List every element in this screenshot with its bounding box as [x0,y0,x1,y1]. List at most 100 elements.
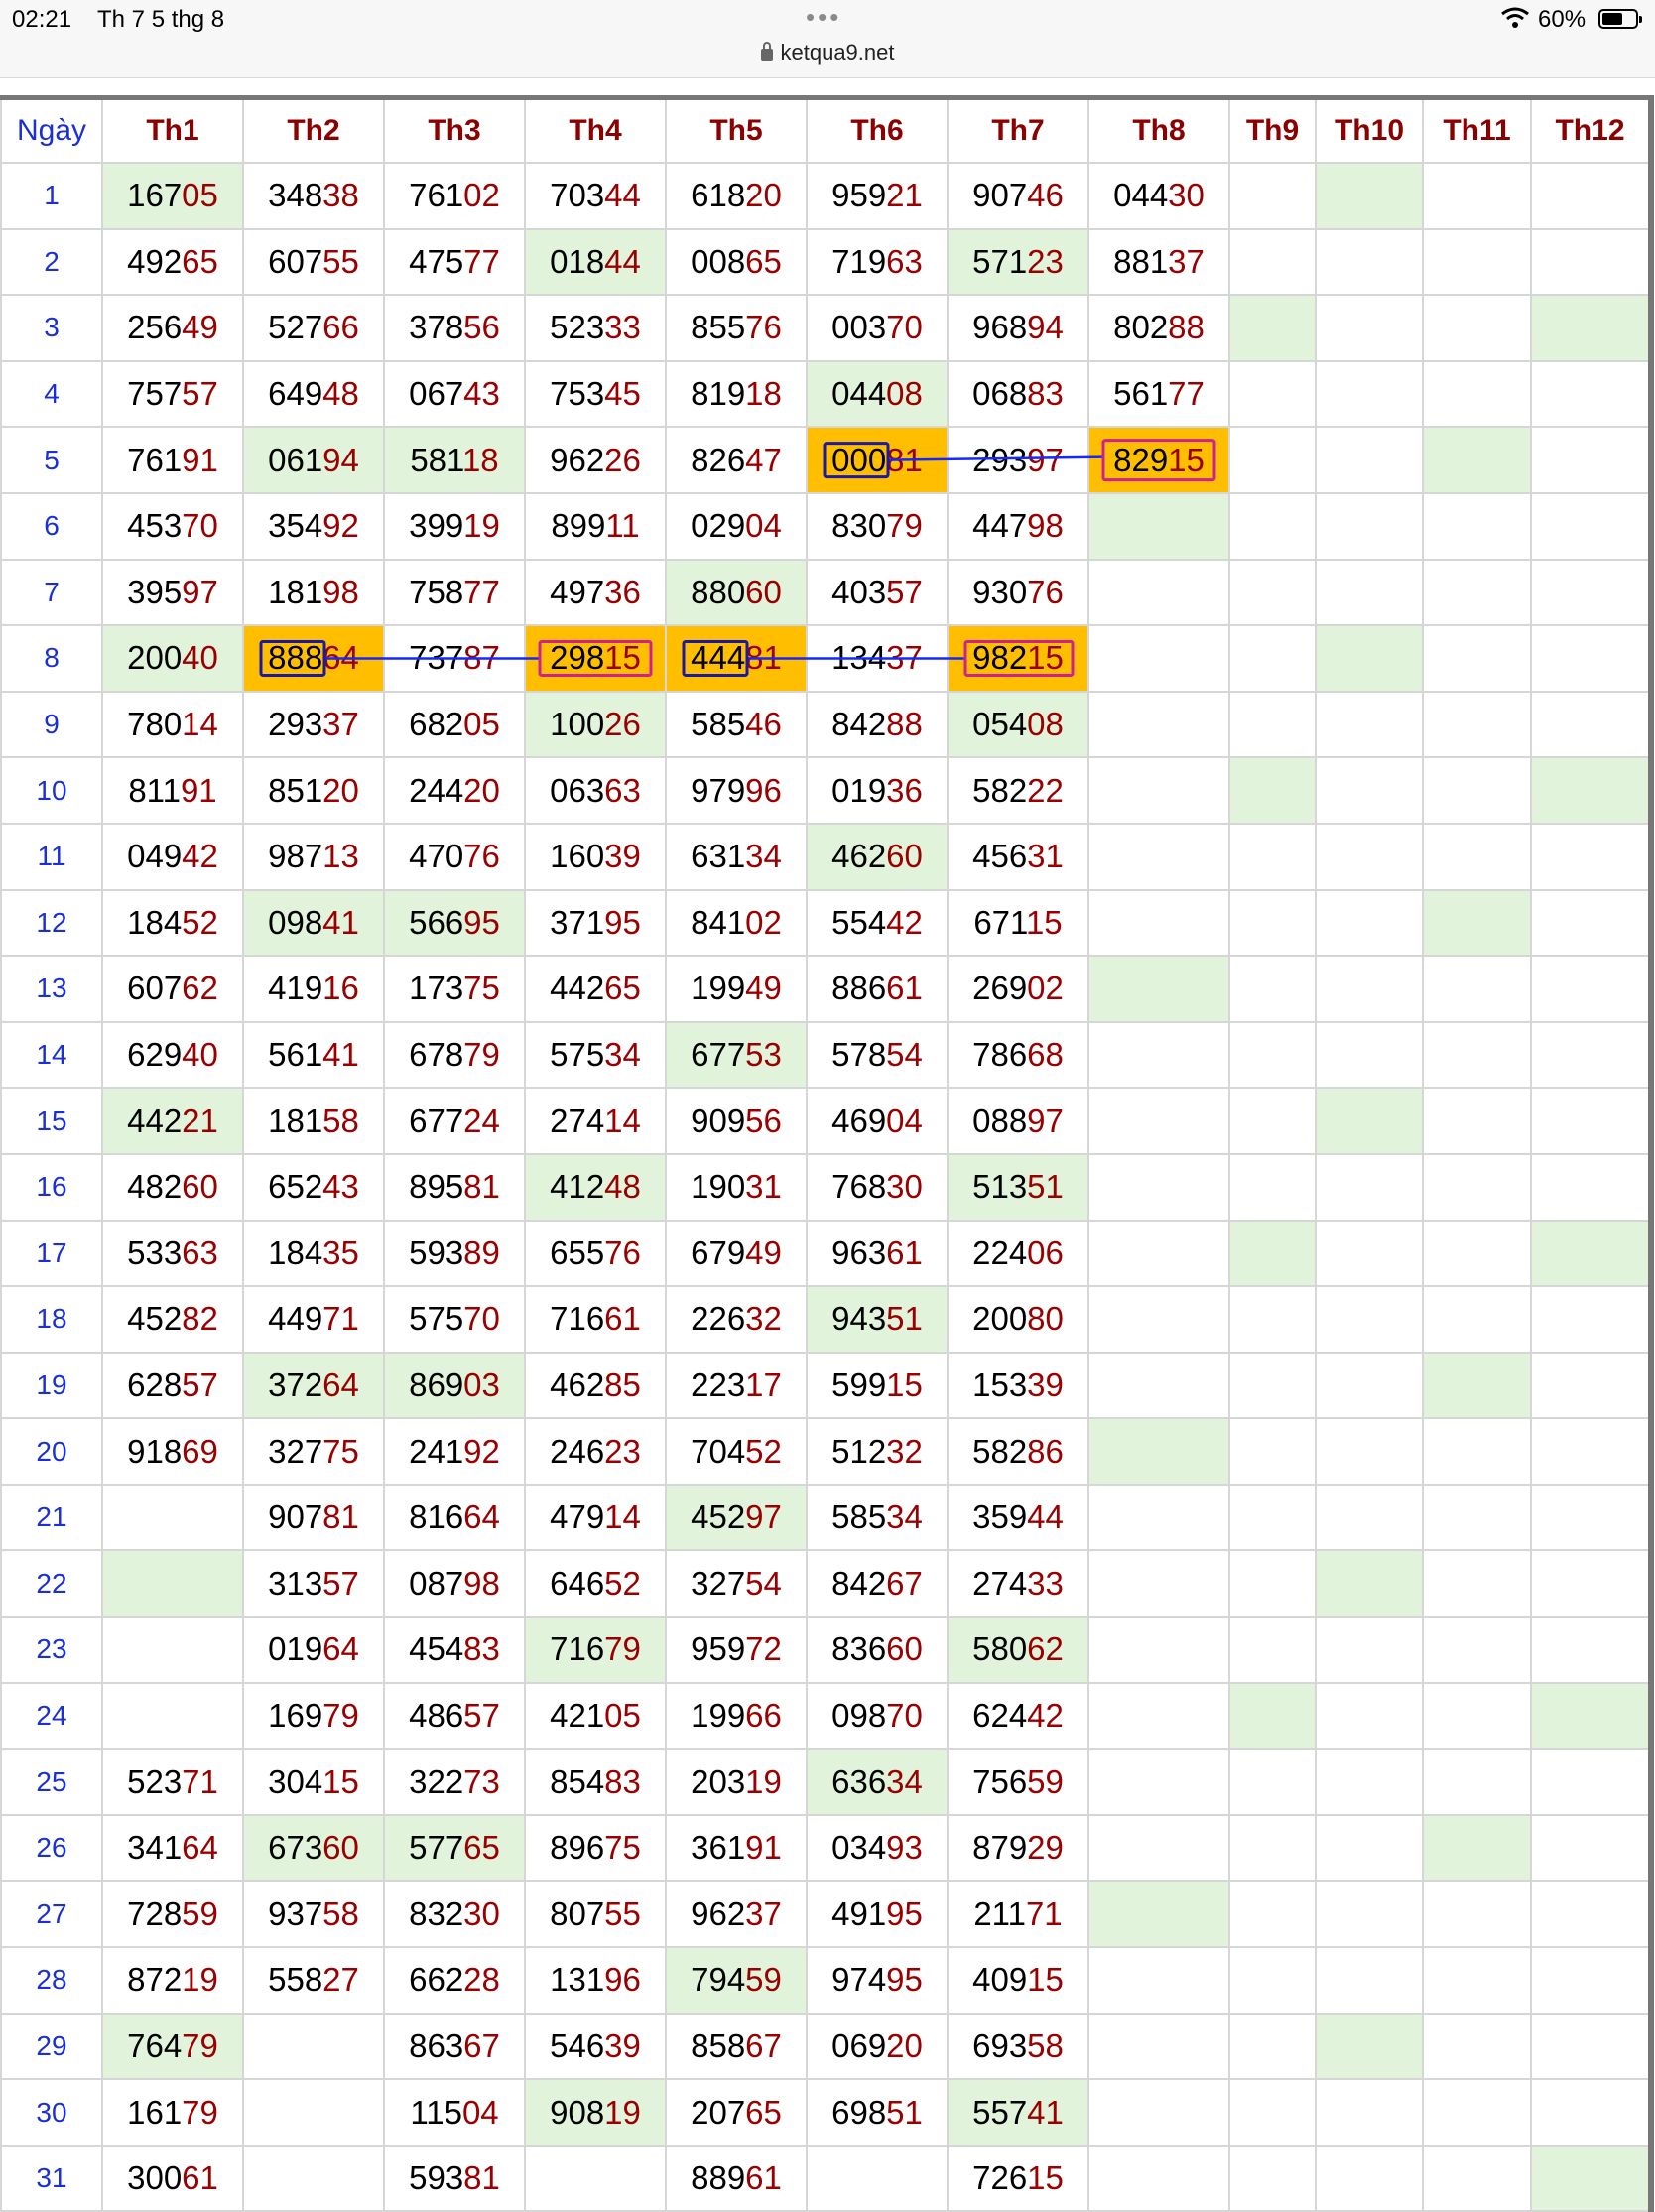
result-cell [1530,756,1652,825]
result-cell: 47577 [383,227,526,297]
result-cell: 30061 [101,2144,244,2212]
result-cell: 78014 [101,690,244,759]
result-cell: 24192 [383,1417,526,1486]
result-cell: 57765 [383,1813,526,1883]
result-cell [1087,1087,1230,1155]
result-cell [1315,2078,1424,2147]
result-cell [1422,558,1532,627]
result-cell: 93758 [242,1880,385,1949]
result-cell [1422,491,1532,561]
result-cell [1087,2144,1230,2212]
result-cell [1087,1020,1230,1090]
result-cell: 20319 [665,1748,808,1816]
month-column-header: Th5 [665,96,808,164]
result-cell: 45282 [101,1285,244,1354]
result-cell [1087,1549,1230,1619]
result-cell: 83230 [383,1880,526,1949]
result-cell: 61820 [665,162,808,230]
result-cell: 71963 [806,227,949,297]
result-cell [1228,1616,1317,1684]
month-column-header: Th8 [1087,96,1230,164]
result-cell: 58286 [947,1417,1089,1486]
result-cell [1087,1748,1230,1816]
address-bar[interactable]: ketqua9.net [0,40,1655,65]
result-cell [1087,690,1230,759]
result-cell [1530,822,1652,891]
result-cell: 27433 [947,1549,1089,1619]
result-cell [1530,227,1652,297]
result-cell: 26902 [947,955,1089,1023]
date-label: Th 7 5 thg 8 [97,6,225,33]
result-cell [1228,1351,1317,1420]
result-cell: 17375 [383,955,526,1023]
result-cell [1228,1549,1317,1619]
result-cell: 30415 [242,1748,385,1816]
result-cell: 13437 [806,624,949,693]
result-cell: 56141 [242,1020,385,1090]
result-cell: 66228 [383,1946,526,2015]
result-cell [1315,426,1424,494]
result-cell: 47914 [524,1483,667,1552]
result-cell: 64652 [524,1549,667,1619]
result-cell [242,2012,385,2081]
day-cell: 15 [0,1087,103,1155]
result-cell: 63134 [665,822,808,891]
result-cell: 11504 [383,2078,526,2147]
result-cell [1087,491,1230,561]
result-cell: 68205 [383,690,526,759]
day-cell: 13 [0,955,103,1023]
status-bar: 02:21 Th 7 5 thg 8 ••• 60% ketqua9.net [0,0,1655,78]
result-cell: 57570 [383,1285,526,1354]
result-cell [1422,955,1532,1023]
result-cell [1530,1219,1652,1288]
result-cell [1315,1087,1424,1155]
result-cell: 45370 [101,491,244,561]
result-cell: 37264 [242,1351,385,1420]
result-cell: 44798 [947,491,1089,561]
result-cell: 45297 [665,1483,808,1552]
result-cell [1530,1152,1652,1222]
result-cell: 32775 [242,1417,385,1486]
result-cell: 16039 [524,822,667,891]
result-cell [1315,1946,1424,2015]
result-cell: 10026 [524,690,667,759]
result-cell: 49265 [101,227,244,297]
result-cell: 84267 [806,1549,949,1619]
result-cell: 78668 [947,1020,1089,1090]
month-column-header: Th11 [1422,96,1532,164]
table-row: 12 18452 09841 56695 37195 84102 55442 67115 [0,888,1652,958]
day-cell: 31 [0,2144,103,2212]
result-cell: 18158 [242,1087,385,1155]
result-cell: 06883 [947,359,1089,429]
result-cell [1087,624,1230,693]
more-dots-icon[interactable]: ••• [806,2,842,32]
result-cell: 83079 [806,491,949,561]
result-cell: 22406 [947,1219,1089,1288]
result-cell: 59389 [383,1219,526,1288]
result-cell: 01964 [242,1616,385,1684]
result-cell: 88060 [665,558,808,627]
day-cell: 26 [0,1813,103,1883]
table-row: 27 72859 93758 83230 80755 96237 49195 21171 [0,1880,1652,1949]
result-cell: 95921 [806,162,949,230]
result-cell [1315,1351,1424,1420]
month-column-header: Th10 [1315,96,1424,164]
result-cell [1087,1616,1230,1684]
result-cell [1228,294,1317,362]
result-cell: 84102 [665,888,808,958]
result-cell: 06363 [524,756,667,825]
result-cell: 75659 [947,1748,1089,1816]
table-row: 4 75757 64948 06743 75345 81918 04408 06883 5617… [0,359,1652,429]
result-cell [1315,2144,1424,2212]
result-cell: 13196 [524,1946,667,2015]
result-cell [1087,1681,1230,1751]
result-cell: 46904 [806,1087,949,1155]
result-cell [1228,1152,1317,1222]
day-cell: 28 [0,1946,103,2015]
day-cell: 8 [0,624,103,693]
result-cell [1228,690,1317,759]
day-cell: 17 [0,1219,103,1288]
table-row: 13 60762 41916 17375 44265 19949 88661 26902 [0,955,1652,1023]
month-column-header: Th2 [242,96,385,164]
result-cell: 58118 [383,426,526,494]
